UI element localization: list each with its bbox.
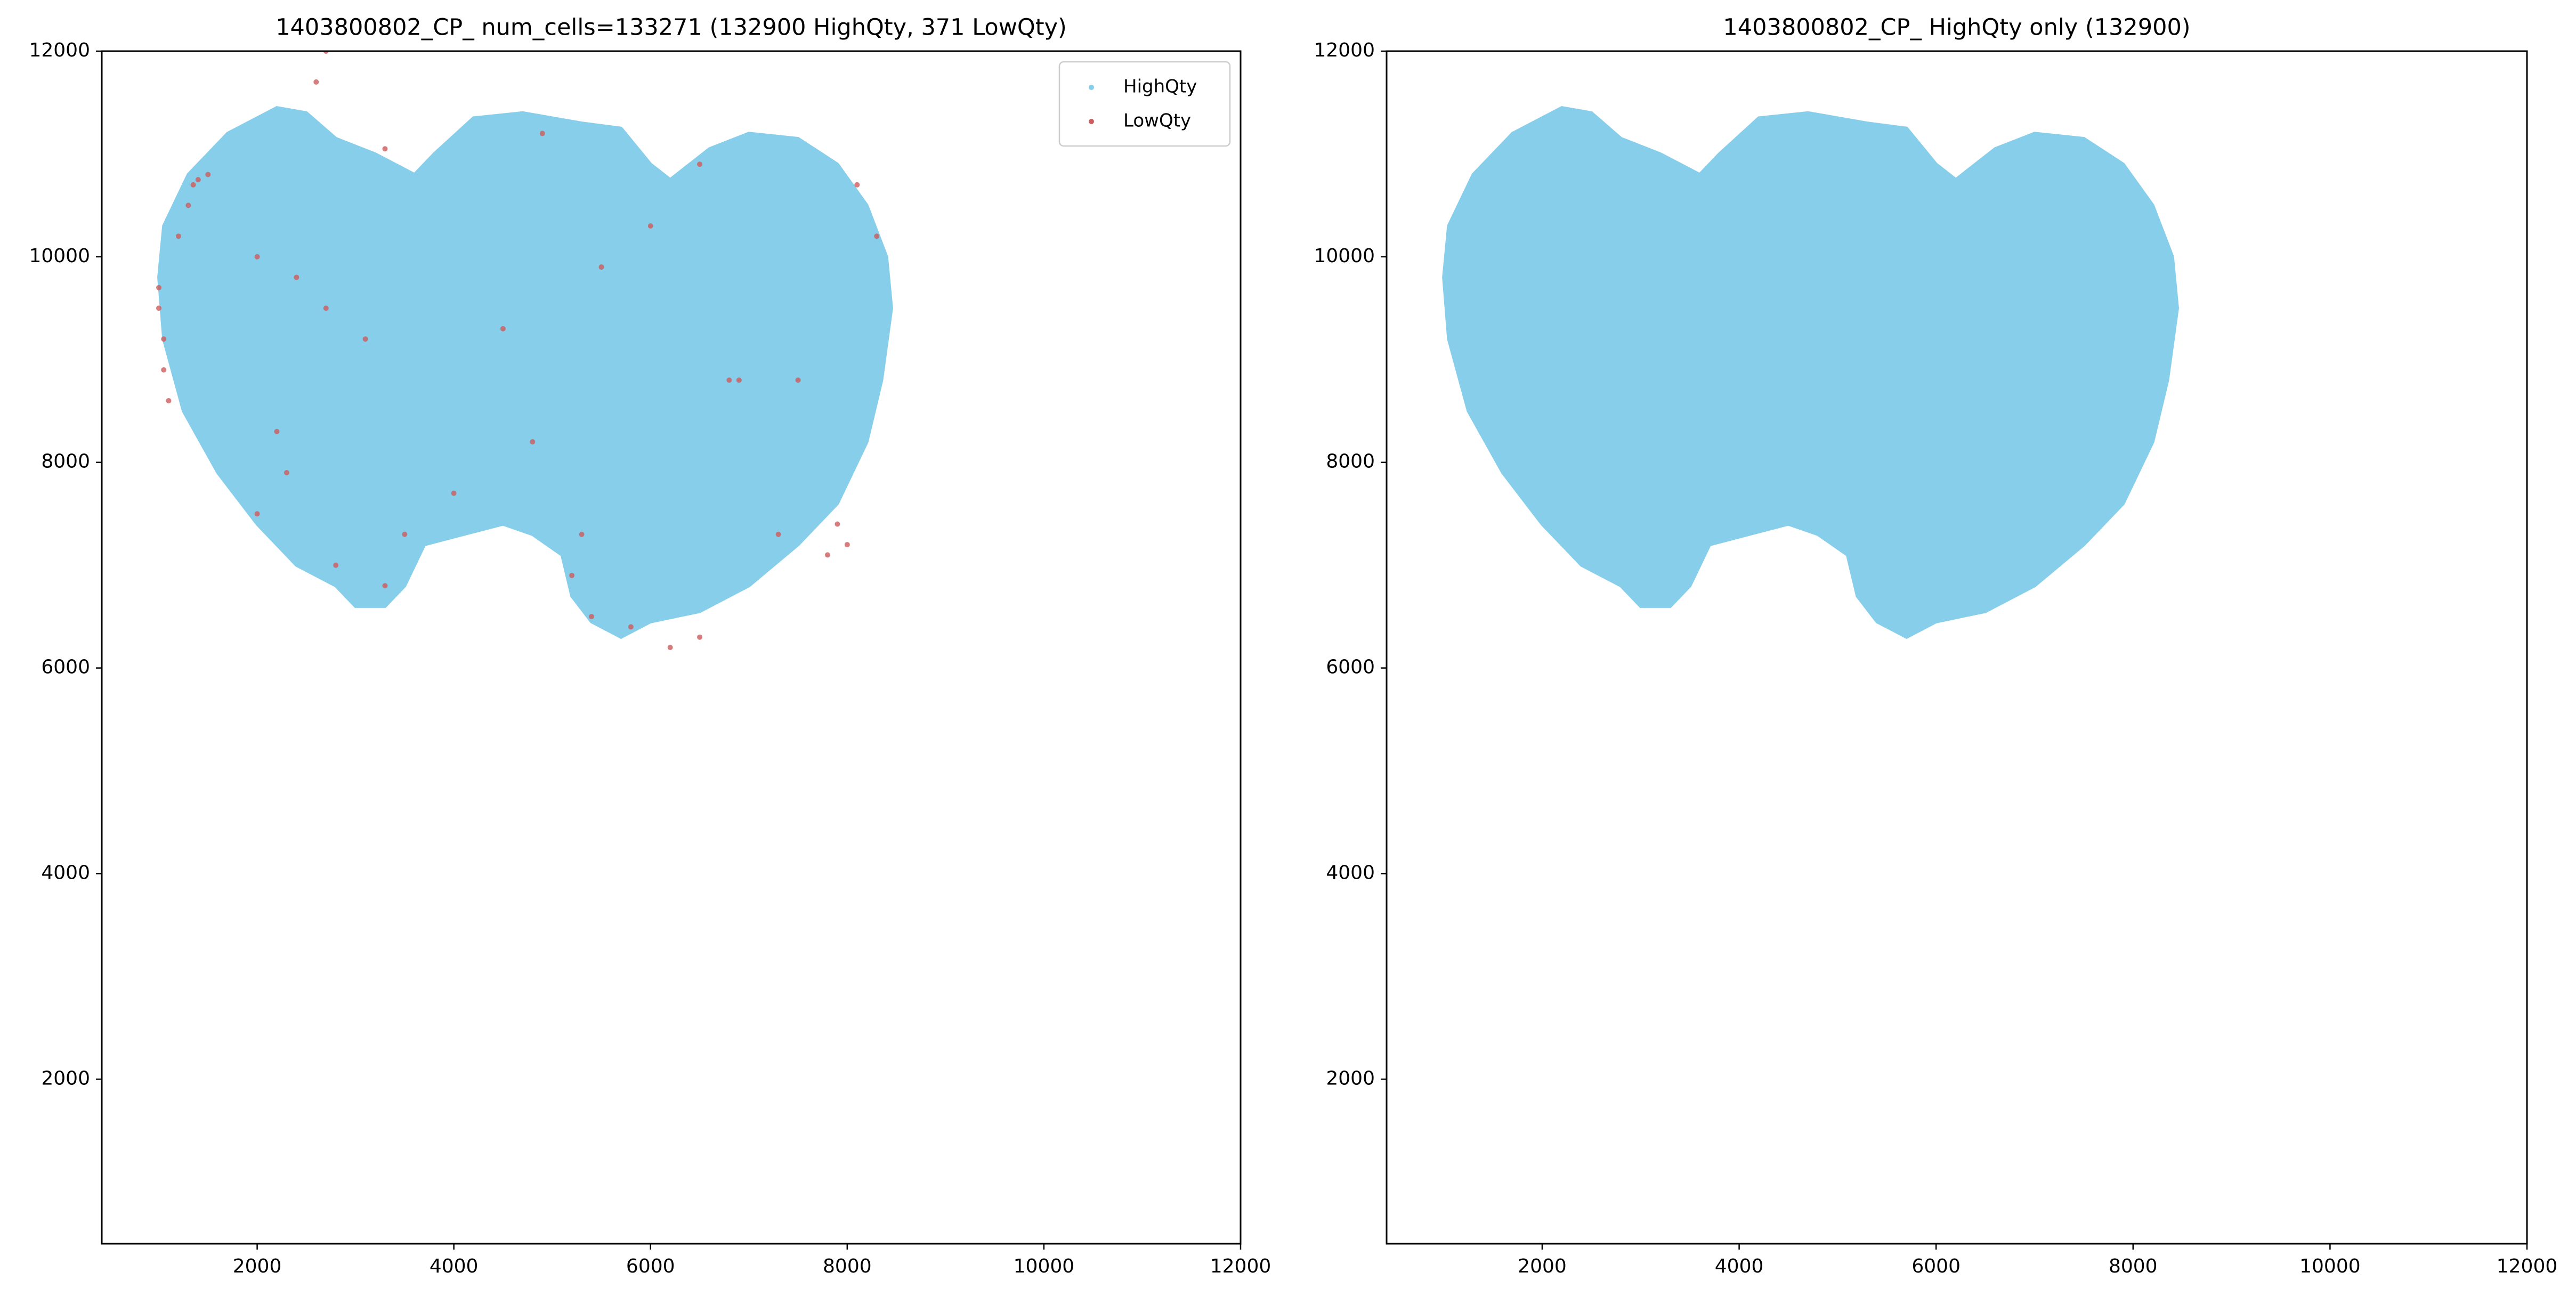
- legend-label: HighQty: [1123, 76, 1197, 98]
- subplot: 2000 4000 6000 8000 10000 12000 2000 4000 6000 80…: [29, 14, 1271, 1278]
- point: [161, 336, 167, 342]
- y-tick-label: 12000: [1314, 39, 1375, 61]
- point: [362, 336, 368, 342]
- y-tick-label: 10000: [1314, 245, 1375, 267]
- legend-label: LowQty: [1123, 110, 1191, 132]
- y-tick-label: 2000: [41, 1067, 90, 1089]
- x-tick-label: 4000: [1715, 1255, 1764, 1277]
- point: [697, 634, 703, 640]
- x-tick-label: 2000: [233, 1255, 282, 1277]
- point: [205, 172, 211, 177]
- point: [382, 146, 388, 152]
- point: [323, 305, 329, 311]
- point: [835, 521, 840, 527]
- point: [795, 377, 801, 383]
- point: [166, 398, 172, 403]
- plot-area: [1442, 106, 2179, 639]
- legend: HighQty LowQty: [1058, 61, 1231, 147]
- y-tick-label: 6000: [41, 656, 90, 678]
- point: [195, 177, 201, 183]
- chart-title: 1403800802_CP_ HighQty only (132900): [1723, 14, 2190, 41]
- point: [598, 264, 604, 270]
- x-tick-label: 6000: [626, 1255, 675, 1277]
- y-tick-label: 10000: [29, 245, 90, 267]
- point: [254, 511, 260, 517]
- point: [844, 542, 850, 548]
- point: [175, 233, 181, 239]
- point: [156, 285, 162, 290]
- point: [569, 572, 575, 578]
- point: [161, 367, 167, 373]
- x-tick-label: 12000: [2497, 1255, 2558, 1277]
- point: [628, 624, 634, 630]
- point: [451, 490, 457, 496]
- point: [254, 254, 260, 260]
- point: [402, 531, 408, 537]
- point: [874, 233, 880, 239]
- axes-frame: [101, 50, 1242, 1245]
- point-cloud: [157, 106, 893, 639]
- x-tick-label: 10000: [2299, 1255, 2361, 1277]
- point: [579, 531, 585, 537]
- x-tick-label: 8000: [2109, 1255, 2158, 1277]
- y-tick-label: 8000: [1326, 451, 1375, 473]
- point: [156, 305, 162, 311]
- y-tick-label: 12000: [29, 39, 90, 61]
- point: [736, 377, 742, 383]
- point: [294, 274, 299, 280]
- x-tick-label: 2000: [1518, 1255, 1567, 1277]
- chart-title: 1403800802_CP_ num_cells=133271 (132900 …: [276, 14, 1067, 41]
- legend-marker: [1089, 85, 1094, 90]
- point: [854, 182, 860, 188]
- subplot: 2000 4000 6000 8000 10000 12000 2000 4000 6000 80…: [1314, 14, 2557, 1278]
- x-tick-label: 10000: [1014, 1255, 1075, 1277]
- plot-area: [156, 51, 893, 650]
- legend-box: [1058, 61, 1231, 147]
- point: [647, 223, 653, 229]
- y-tick-label: 6000: [1326, 656, 1375, 678]
- axes-frame: [1386, 50, 2528, 1245]
- y-tick-label: 2000: [1326, 1067, 1375, 1089]
- y-tick-label: 4000: [41, 862, 90, 883]
- point: [190, 182, 196, 188]
- point: [274, 428, 280, 434]
- point: [589, 614, 595, 620]
- x-tick-label: 12000: [1210, 1255, 1271, 1277]
- point: [283, 470, 289, 476]
- point: [185, 202, 191, 208]
- point: [313, 79, 319, 85]
- point: [726, 377, 732, 383]
- point: [539, 131, 545, 136]
- point: [500, 326, 506, 331]
- y-tick-label: 4000: [1326, 862, 1375, 883]
- x-tick-label: 8000: [823, 1255, 872, 1277]
- point: [382, 583, 388, 589]
- legend-marker: [1089, 119, 1094, 124]
- y-tick-label: 8000: [41, 451, 90, 473]
- x-tick-label: 6000: [1911, 1255, 1961, 1277]
- x-tick-label: 4000: [430, 1255, 479, 1277]
- point: [333, 562, 339, 568]
- point: [530, 439, 536, 445]
- point: [667, 645, 673, 650]
- point: [697, 161, 703, 167]
- point: [775, 531, 781, 537]
- point: [824, 552, 830, 558]
- point-cloud: [1442, 106, 2179, 639]
